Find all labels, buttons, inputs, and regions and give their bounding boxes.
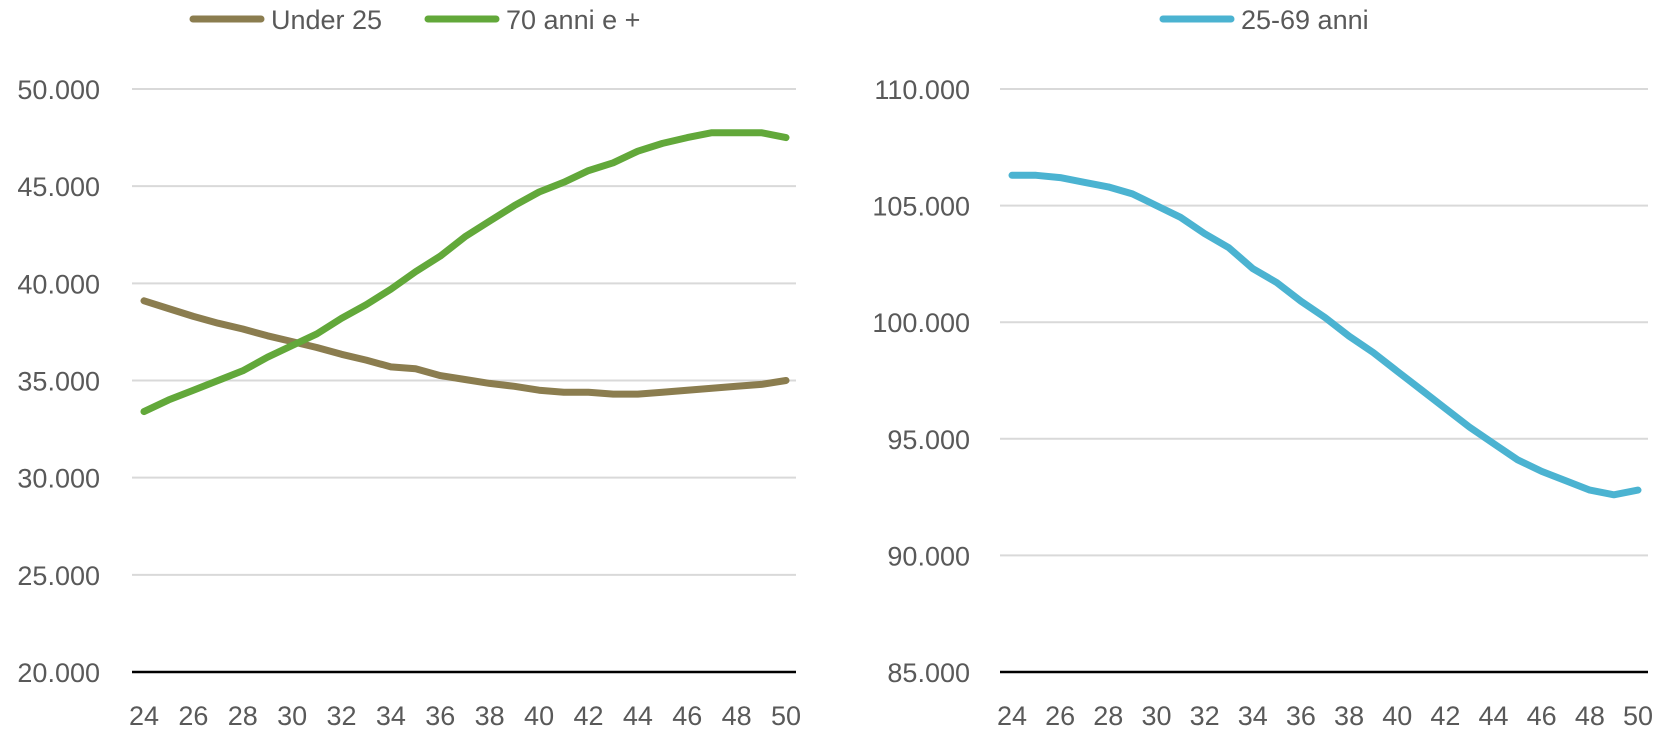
y-tick-label: 100.000 [872, 308, 970, 338]
x-tick-label: 32 [327, 701, 357, 729]
x-tick-label: 50 [771, 701, 801, 729]
x-tick-label: 46 [672, 701, 702, 729]
y-tick-label: 50.000 [17, 75, 100, 105]
x-tick-label: 40 [1382, 701, 1412, 729]
legend-label: 25-69 anni [1241, 5, 1369, 35]
x-tick-label: 30 [1141, 701, 1171, 729]
chart-panel-2: 85.000 90.000 95.000 100.000 105.000 110.000 2… [872, 5, 1653, 729]
legend-label: Under 25 [271, 5, 382, 35]
x-tick-label: 44 [1479, 701, 1509, 729]
x-tick-label: 36 [1286, 701, 1316, 729]
x-tick-label: 48 [1575, 701, 1605, 729]
x-tick-label: 28 [228, 701, 258, 729]
x-tick-label: 42 [573, 701, 603, 729]
y-tick-label: 85.000 [887, 658, 970, 688]
series-line [140, 297, 790, 398]
x-tick-label: 26 [1045, 701, 1075, 729]
y-tick-label: 90.000 [887, 541, 970, 571]
x-tick-label: 50 [1623, 701, 1653, 729]
x-tick-label: 40 [524, 701, 554, 729]
y-tick-label: 95.000 [887, 425, 970, 455]
x-tick-label: 42 [1430, 701, 1460, 729]
y-tick-label: 25.000 [17, 561, 100, 591]
y-tick-label: 105.000 [872, 192, 970, 222]
x-tick-label: 38 [475, 701, 505, 729]
x-tick-label: 36 [425, 701, 455, 729]
x-tick-label: 44 [623, 701, 653, 729]
x-tick-label: 32 [1190, 701, 1220, 729]
x-tick-label: 24 [997, 701, 1027, 729]
series-line [1008, 171, 1642, 499]
x-tick-label: 34 [1238, 701, 1268, 729]
y-tick-label: 20.000 [17, 658, 100, 688]
x-tick-label: 48 [722, 701, 752, 729]
y-tick-label: 110.000 [874, 75, 970, 105]
y-tick-label: 35.000 [17, 367, 100, 397]
x-tick-label: 30 [277, 701, 307, 729]
x-tick-label: 34 [376, 701, 406, 729]
x-tick-label: 26 [178, 701, 208, 729]
x-tick-label: 24 [129, 701, 159, 729]
series-line [140, 129, 790, 416]
x-tick-label: 38 [1334, 701, 1364, 729]
chart-panel-1: 20.000 25.000 30.000 35.000 40.000 45.000 50.0… [17, 5, 801, 729]
y-tick-label: 45.000 [17, 172, 100, 202]
x-tick-label: 28 [1093, 701, 1123, 729]
y-tick-label: 30.000 [17, 464, 100, 494]
x-tick-label: 46 [1527, 701, 1557, 729]
legend-label: 70 anni e + [506, 5, 640, 35]
y-tick-label: 40.000 [17, 269, 100, 299]
